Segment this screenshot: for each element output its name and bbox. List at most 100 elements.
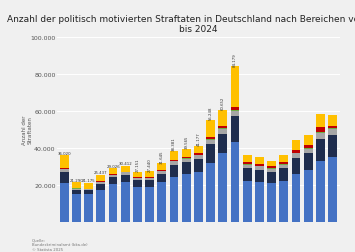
Bar (279, 181, 288, 222)
Bar (121, 183, 130, 222)
Bar (170, 160, 179, 161)
Bar (267, 183, 276, 222)
Bar (328, 158, 337, 222)
Bar (206, 145, 215, 163)
Bar (121, 175, 130, 183)
Bar (304, 149, 313, 154)
Bar (292, 150, 300, 153)
Bar (316, 139, 325, 161)
Bar (316, 161, 325, 222)
Bar (158, 171, 166, 172)
Bar (316, 114, 325, 128)
Bar (243, 165, 252, 169)
Bar (243, 156, 252, 163)
Bar (292, 174, 300, 222)
Bar (97, 181, 105, 182)
Bar (316, 133, 325, 134)
Bar (328, 135, 337, 158)
Bar (218, 126, 227, 129)
Bar (72, 194, 81, 222)
Bar (60, 184, 69, 222)
Bar (316, 134, 325, 139)
Bar (279, 165, 288, 169)
Bar (231, 67, 240, 107)
Bar (84, 183, 93, 189)
Bar (109, 176, 118, 178)
Bar (72, 190, 81, 194)
Bar (206, 140, 215, 145)
Bar (267, 167, 276, 168)
Y-axis label: Anzahl der
Straftaten: Anzahl der Straftaten (22, 115, 33, 145)
Bar (218, 129, 227, 135)
Bar (97, 190, 105, 222)
Bar (133, 187, 142, 222)
Bar (60, 169, 69, 172)
Text: 84.179: 84.179 (233, 53, 237, 66)
Bar (133, 178, 142, 180)
Text: 55.248: 55.248 (209, 106, 213, 120)
Bar (231, 110, 240, 111)
Bar (328, 115, 337, 126)
Bar (194, 159, 203, 172)
Bar (206, 139, 215, 140)
Bar (170, 177, 179, 222)
Bar (109, 185, 118, 222)
Bar (133, 172, 142, 178)
Bar (218, 154, 227, 222)
Bar (84, 190, 93, 191)
Text: 29.026: 29.026 (106, 164, 120, 168)
Bar (279, 162, 288, 164)
Bar (194, 172, 203, 222)
Bar (194, 146, 203, 154)
Bar (158, 182, 166, 222)
Bar (158, 172, 166, 174)
Bar (231, 143, 240, 222)
Bar (255, 158, 264, 164)
Bar (279, 164, 288, 165)
Bar (84, 195, 93, 222)
Text: 60.652: 60.652 (221, 96, 225, 110)
Bar (72, 189, 81, 190)
Bar (267, 168, 276, 169)
Bar (121, 166, 130, 172)
Bar (60, 156, 69, 169)
Bar (182, 175, 191, 222)
Bar (194, 155, 203, 156)
Bar (255, 166, 264, 167)
Bar (279, 156, 288, 162)
Bar (97, 184, 105, 190)
Bar (145, 177, 154, 178)
Bar (304, 170, 313, 222)
Text: 31.645: 31.645 (160, 150, 164, 163)
Bar (267, 169, 276, 172)
Bar (231, 117, 240, 143)
Bar (182, 158, 191, 159)
Bar (158, 164, 166, 171)
Bar (206, 120, 215, 137)
Text: 39.565: 39.565 (184, 135, 188, 148)
Bar (243, 164, 252, 165)
Text: 21.290: 21.290 (70, 178, 83, 182)
Bar (292, 159, 300, 174)
Bar (194, 156, 203, 159)
Bar (304, 154, 313, 170)
Bar (206, 163, 215, 222)
Bar (182, 159, 191, 163)
Text: 21.175: 21.175 (82, 178, 95, 182)
Bar (206, 137, 215, 139)
Bar (231, 111, 240, 117)
Bar (84, 191, 93, 195)
Bar (328, 129, 337, 130)
Bar (255, 170, 264, 182)
Bar (145, 187, 154, 222)
Bar (279, 169, 288, 181)
Bar (182, 163, 191, 175)
Bar (121, 173, 130, 175)
Bar (109, 175, 118, 176)
Bar (243, 163, 252, 164)
Bar (109, 169, 118, 175)
Bar (255, 182, 264, 222)
Text: 27.440: 27.440 (148, 157, 152, 171)
Text: 27.151: 27.151 (136, 158, 140, 171)
Bar (109, 178, 118, 185)
